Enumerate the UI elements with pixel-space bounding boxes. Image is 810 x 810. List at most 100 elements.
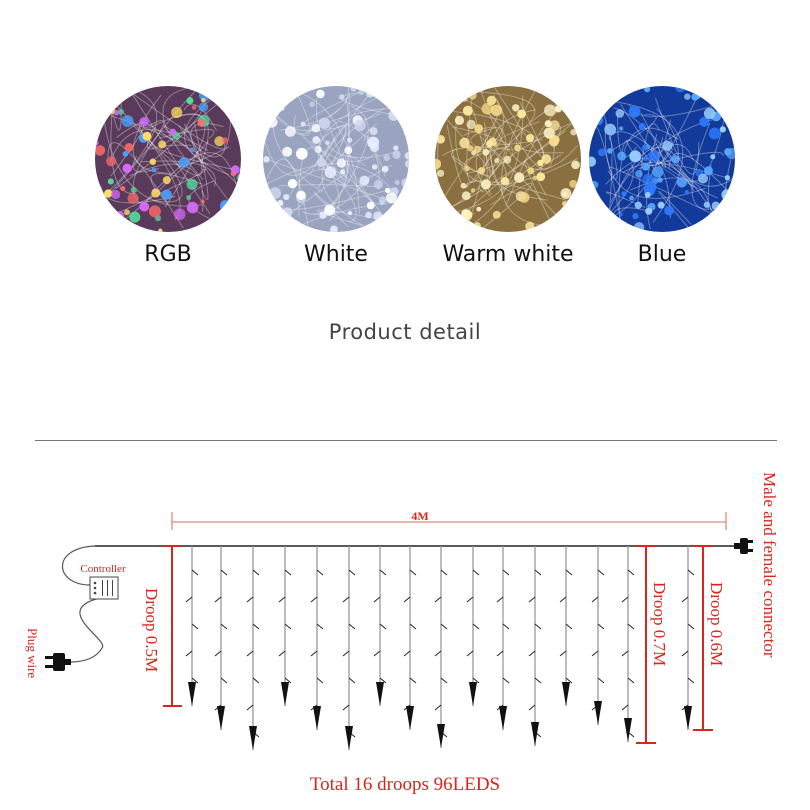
led-bulb — [528, 704, 536, 711]
led-bulb — [534, 623, 542, 630]
strand-end-cap — [217, 706, 225, 730]
blue-lights-image — [589, 86, 735, 232]
led-bulb — [342, 596, 350, 603]
droop-strand — [403, 546, 417, 730]
droop-strand — [496, 546, 510, 730]
variant-label: Blue — [637, 242, 687, 267]
variant-rgb: RGB — [88, 86, 248, 267]
divider — [35, 440, 777, 441]
led-bulb — [502, 569, 510, 576]
led-bulb — [246, 596, 254, 603]
led-bulb — [191, 569, 199, 576]
strand-end-cap — [406, 706, 414, 730]
led-bulb — [284, 623, 292, 630]
led-bulb — [373, 596, 381, 603]
led-bulb — [246, 704, 254, 711]
led-bulb — [252, 623, 260, 630]
droop-strand — [559, 546, 573, 706]
led-bulb — [409, 569, 417, 576]
led-bulb — [316, 569, 324, 576]
led-bulb — [534, 677, 542, 684]
led-bulb — [409, 623, 417, 630]
led-bulb — [627, 569, 635, 576]
led-bulb — [191, 623, 199, 630]
led-bulb — [472, 623, 480, 630]
led-bulb — [466, 650, 474, 657]
strand-end-cap — [313, 706, 321, 730]
droop-strand — [246, 546, 260, 750]
led-bulb — [434, 596, 442, 603]
led-bulb — [466, 596, 474, 603]
connector-label: Male and female connector — [760, 472, 779, 658]
plug-wire — [69, 597, 104, 663]
warm-white-lights-image — [435, 86, 581, 232]
total-label: Total 16 droops 96LEDS — [310, 774, 500, 795]
led-bulb — [559, 650, 567, 657]
droop-label: Droop 0.7M — [650, 582, 669, 666]
led-bulb — [681, 596, 689, 603]
droop-measure-0.7 — [636, 545, 656, 744]
led-bulb — [591, 596, 599, 603]
led-bulb — [284, 677, 292, 684]
led-bulb — [681, 650, 689, 657]
led-bulb — [502, 623, 510, 630]
led-bulb — [185, 650, 193, 657]
led-bulb — [214, 650, 222, 657]
led-bulb — [559, 596, 567, 603]
led-bulb — [284, 569, 292, 576]
droop-label: Droop 0.6M — [707, 582, 726, 666]
led-bulb — [440, 677, 448, 684]
led-bulb — [214, 596, 222, 603]
droop-strand — [342, 546, 356, 750]
led-bulb — [348, 623, 356, 630]
led-bulb — [434, 650, 442, 657]
led-bulb — [246, 650, 254, 657]
led-bulb — [409, 677, 417, 684]
led-bulb — [565, 623, 573, 630]
led-bulb — [252, 677, 260, 684]
led-bulb — [597, 569, 605, 576]
strand-end-cap — [469, 682, 477, 706]
strand-end-cap — [594, 701, 602, 725]
led-bulb — [565, 569, 573, 576]
white-lights-image — [263, 86, 409, 232]
led-bulb — [496, 650, 504, 657]
plug-icon — [45, 653, 71, 671]
led-bulb — [627, 677, 635, 684]
droop-strand — [310, 546, 324, 730]
led-bulb — [220, 623, 228, 630]
led-bulb — [440, 623, 448, 630]
led-bulb — [373, 650, 381, 657]
led-bulb — [687, 569, 695, 576]
led-bulb — [472, 569, 480, 576]
led-bulb — [403, 596, 411, 603]
controller-icon — [93, 580, 113, 596]
led-bulb — [597, 677, 605, 684]
led-bulb — [403, 650, 411, 657]
droop-strand — [621, 546, 635, 742]
led-bulb — [316, 623, 324, 630]
controller-label: Controller — [80, 563, 126, 575]
strand-end-cap — [562, 682, 570, 706]
led-bulb — [440, 569, 448, 576]
led-bulb — [472, 677, 480, 684]
led-bulb — [316, 677, 324, 684]
led-bulb — [627, 623, 635, 630]
led-bulb — [252, 569, 260, 576]
connector-icon — [734, 538, 753, 554]
led-bulb — [342, 650, 350, 657]
led-bulb — [220, 569, 228, 576]
led-bulb — [379, 623, 387, 630]
led-bulb — [621, 704, 629, 711]
section-title: Product detail — [328, 320, 482, 344]
plug-label: Plug wire — [25, 628, 40, 678]
droop-strand — [185, 546, 199, 706]
led-bulb — [220, 677, 228, 684]
led-bulb — [310, 650, 318, 657]
led-bulb — [565, 677, 573, 684]
led-bulb — [348, 569, 356, 576]
variant-white: White — [256, 86, 416, 267]
led-bulb — [687, 677, 695, 684]
led-bulb — [185, 596, 193, 603]
strand-end-cap — [531, 722, 539, 746]
